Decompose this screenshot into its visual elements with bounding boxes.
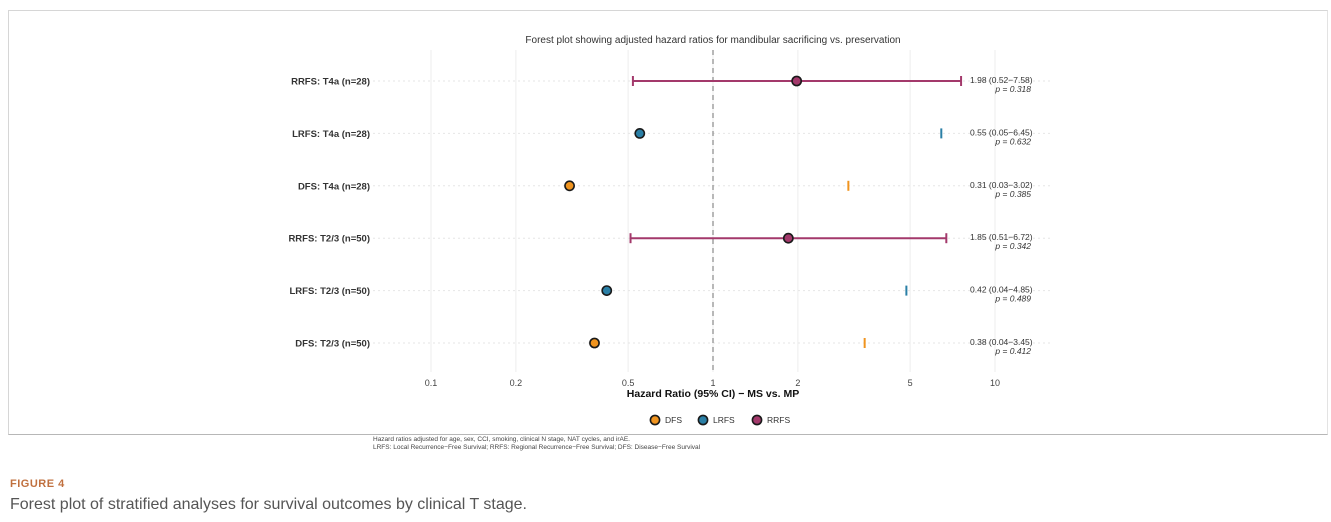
ci-value-label: 1.98 (0.52−7.58) <box>970 75 1033 85</box>
p-value-label: p = 0.632 <box>994 136 1031 146</box>
p-value-label: p = 0.385 <box>994 189 1031 199</box>
chart-title: Forest plot showing adjusted hazard rati… <box>525 35 900 46</box>
p-value-label: p = 0.412 <box>994 346 1031 356</box>
ci-value-label: 0.31 (0.03−3.02) <box>970 180 1033 190</box>
x-tick-label: 2 <box>795 378 800 388</box>
x-tick-label: 0.2 <box>510 378 523 388</box>
legend-label: RRFS <box>767 415 790 425</box>
ci-value-label: 0.38 (0.04−3.45) <box>970 337 1033 347</box>
p-value-label: p = 0.342 <box>994 241 1031 251</box>
hr-point <box>791 75 803 87</box>
x-tick-label: 0.5 <box>622 378 635 388</box>
legend-label: LRFS <box>713 415 735 425</box>
footnote-line-1: Hazard ratios adjusted for age, sex, CCI… <box>373 436 630 443</box>
row-label: DFS: T4a (n=28) <box>298 181 370 192</box>
row-label: LRFS: T4a (n=28) <box>292 129 370 140</box>
forest-row: RRFS: T4a (n=28) 1.98 (0.52−7.58)p = 0.31… <box>291 75 1033 94</box>
hr-point <box>589 337 600 349</box>
legend: DFS LRFS RRFS <box>649 414 790 426</box>
legend-item-dfs: DFS <box>649 414 682 426</box>
p-value-label: p = 0.318 <box>994 84 1031 94</box>
ci-value-label: 0.55 (0.05−6.45) <box>970 127 1033 137</box>
row-label: LRFS: T2/3 (n=50) <box>290 286 371 297</box>
p-value-label: p = 0.489 <box>994 294 1031 304</box>
x-tick-label: 0.1 <box>425 378 438 388</box>
forest-row: DFS: T2/3 (n=50) 0.38 (0.04−3.45)p = 0.41… <box>295 337 1032 356</box>
row-label: RRFS: T2/3 (n=50) <box>288 234 370 245</box>
row-label: DFS: T2/3 (n=50) <box>295 339 370 350</box>
legend-label: DFS <box>665 415 682 425</box>
forest-plot: Forest plot showing adjusted hazard rati… <box>288 35 1052 451</box>
figure-label: FIGURE 4 <box>10 478 65 490</box>
forest-row: LRFS: T2/3 (n=50) 0.42 (0.04−4.85)p = 0.4… <box>290 285 1033 304</box>
legend-swatch <box>751 414 763 426</box>
x-tick-label: 10 <box>990 378 1000 388</box>
forest-rows: RRFS: T4a (n=28) 1.98 (0.52−7.58)p = 0.31… <box>288 75 1032 356</box>
x-axis-label: Hazard Ratio (95% CI) − MS vs. MP <box>627 388 799 400</box>
x-tick-label: 1 <box>710 378 715 388</box>
legend-swatch <box>697 414 709 426</box>
hr-point <box>564 180 575 192</box>
hr-point <box>782 232 794 244</box>
forest-row: RRFS: T2/3 (n=50) 1.85 (0.51−6.72)p = 0.3… <box>288 232 1032 251</box>
x-axis-ticks: 0.1 0.2 0.5 1 2 5 10 <box>425 378 1000 388</box>
forest-row: DFS: T4a (n=28) 0.31 (0.03−3.02)p = 0.385 <box>298 180 1033 199</box>
x-tick-label: 5 <box>908 378 913 388</box>
ci-value-label: 0.42 (0.04−4.85) <box>970 285 1033 295</box>
footnote-line-2: LRFS: Local Recurrence−Free Survival; RR… <box>373 444 701 451</box>
hr-point <box>634 127 646 139</box>
hr-point <box>601 285 613 296</box>
row-label: RRFS: T4a (n=28) <box>291 77 370 88</box>
grid-layer <box>373 50 1052 372</box>
forest-row: LRFS: T4a (n=28) 0.55 (0.05−6.45)p = 0.63… <box>292 127 1033 146</box>
legend-swatch <box>649 414 661 426</box>
figure-frame <box>8 10 1328 435</box>
ci-value-label: 1.85 (0.51−6.72) <box>970 232 1033 242</box>
legend-item-rrfs: RRFS <box>751 414 790 426</box>
figure-caption: Forest plot of stratified analyses for s… <box>10 496 527 513</box>
legend-item-lrfs: LRFS <box>697 414 735 426</box>
